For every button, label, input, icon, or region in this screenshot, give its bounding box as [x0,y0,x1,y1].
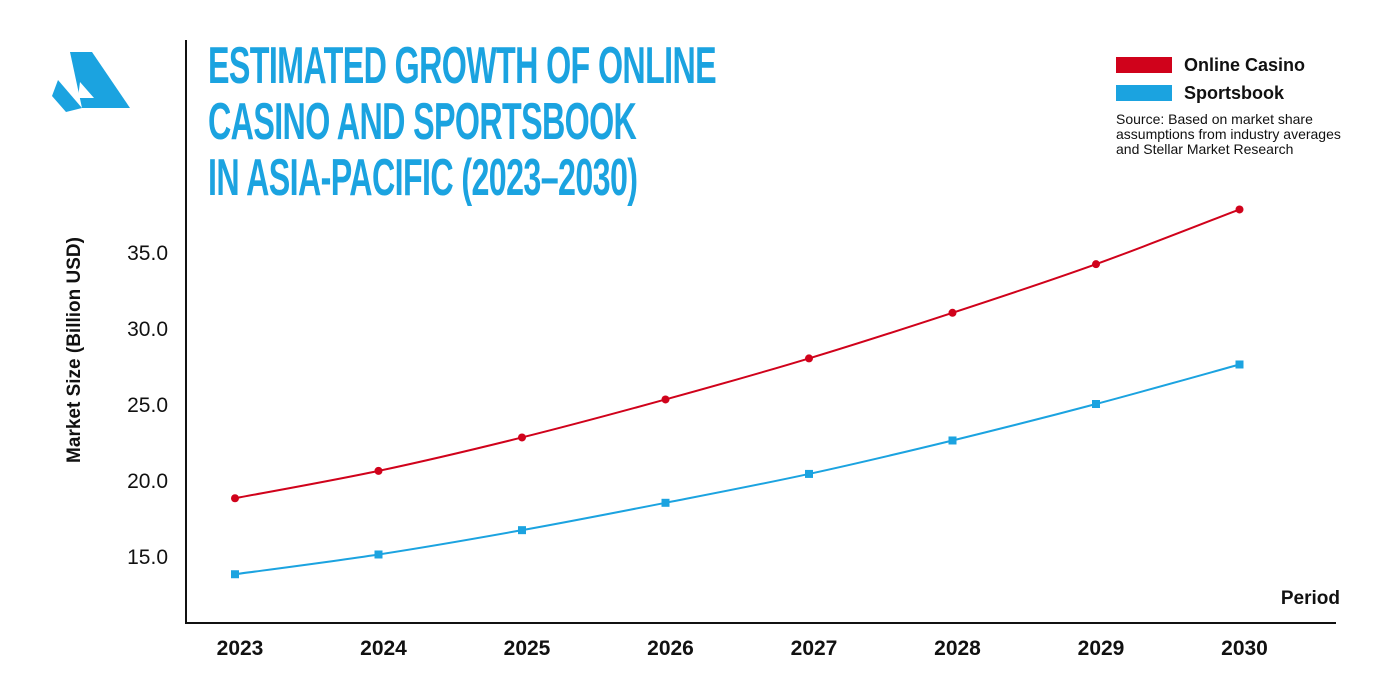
data-point-sportsbook [518,526,526,535]
x-tick-label: 2025 [504,637,551,660]
data-point-online-casino [374,466,383,475]
legend-item-sportsbook: Sportsbook [1116,80,1376,106]
legend-label-sportsbook: Sportsbook [1184,82,1285,103]
series-line-online-casino [234,208,1240,500]
legend-swatch-online-casino [1116,57,1172,73]
y-tick-label: 20.0 [127,470,168,493]
x-tick-label: 2029 [1078,637,1125,660]
x-tick-label: 2028 [934,637,981,660]
legend-swatch-sportsbook [1116,85,1172,101]
legend-item-online-casino: Online Casino [1116,52,1376,78]
data-point-online-casino [231,494,239,503]
y-tick-label: 25.0 [127,394,168,417]
data-point-online-casino [518,433,526,442]
chart-legend: Online Casino Sportsbook Source: Based o… [1116,52,1376,157]
brand-logo-icon [52,52,130,112]
data-point-sportsbook [948,436,957,445]
data-point-sportsbook [1092,400,1100,408]
data-point-online-casino [805,354,813,363]
data-point-sportsbook [374,550,383,559]
y-axis-title: Market Size (Billion USD) [64,237,85,463]
data-point-online-casino [661,395,670,404]
data-point-sportsbook [805,469,813,478]
legend-label-online-casino: Online Casino [1184,54,1306,75]
data-point-online-casino [1092,260,1100,269]
y-tick-label: 35.0 [127,242,168,265]
y-tick-label: 30.0 [127,318,168,341]
source-note: Source: Based on market share assumption… [1116,111,1341,157]
x-tick-label: 2027 [791,637,838,660]
x-tick-label: 2026 [647,637,694,660]
y-tick-label: 15.0 [127,546,168,569]
data-point-online-casino [948,308,957,317]
x-tick-label: 2024 [360,637,407,660]
data-point-online-casino [1235,205,1244,214]
x-tick-label: 2030 [1221,637,1268,660]
data-point-sportsbook [661,498,670,507]
x-tick-label: 2023 [217,637,264,660]
data-point-sportsbook [1235,360,1244,369]
series-line-sportsbook [234,363,1240,576]
x-axis-title: Period [1281,588,1340,609]
data-point-sportsbook [231,570,239,579]
